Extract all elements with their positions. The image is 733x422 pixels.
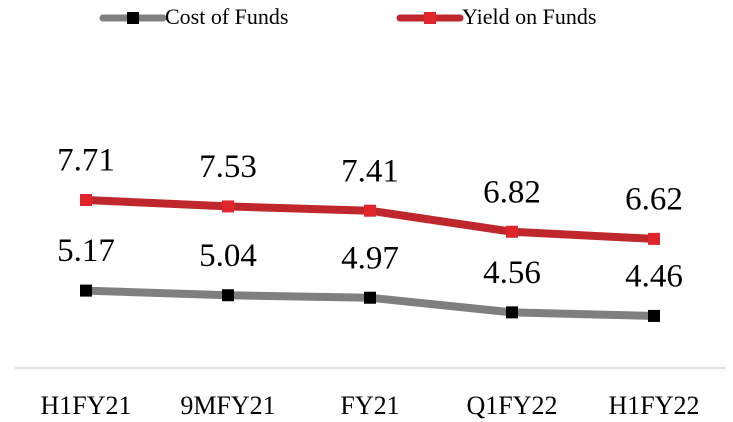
legend-marker bbox=[424, 12, 436, 24]
data-label: 6.82 bbox=[483, 174, 541, 210]
point-marker bbox=[222, 200, 234, 213]
data-label: 6.62 bbox=[625, 181, 683, 217]
x-tick-label: Q1FY22 bbox=[466, 391, 557, 420]
data-label: 4.97 bbox=[341, 240, 399, 276]
legend-label: Yield on Funds bbox=[462, 4, 596, 29]
point-marker bbox=[648, 232, 660, 245]
point-marker bbox=[506, 306, 518, 319]
data-label: 7.53 bbox=[199, 149, 257, 185]
point-marker bbox=[80, 194, 92, 207]
legend-marker bbox=[127, 12, 139, 24]
data-label: 5.04 bbox=[199, 238, 257, 274]
point-marker bbox=[222, 289, 234, 302]
point-marker bbox=[364, 291, 376, 304]
data-label: 7.71 bbox=[57, 143, 115, 179]
point-marker bbox=[506, 225, 518, 238]
x-tick-label: H1FY22 bbox=[608, 391, 699, 420]
data-label: 4.46 bbox=[625, 259, 683, 295]
data-label: 4.56 bbox=[483, 255, 541, 291]
data-label: 7.41 bbox=[341, 153, 399, 189]
x-tick-label: H1FY21 bbox=[40, 391, 131, 420]
point-marker bbox=[80, 284, 92, 297]
data-label: 5.17 bbox=[57, 233, 115, 269]
legend-label: Cost of Funds bbox=[165, 4, 288, 29]
x-tick-label: 9MFY21 bbox=[180, 391, 275, 420]
point-marker bbox=[648, 309, 660, 322]
x-tick-label: FY21 bbox=[340, 391, 399, 420]
point-marker bbox=[364, 204, 376, 217]
